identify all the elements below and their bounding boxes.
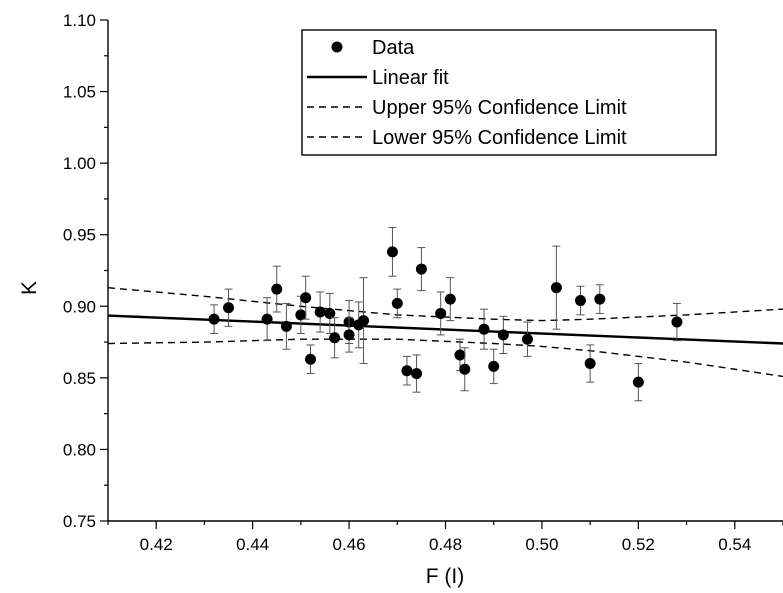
data-point (671, 302, 683, 342)
data-point (208, 304, 220, 334)
data-point (488, 348, 500, 385)
data-point (223, 288, 235, 327)
data-marker (305, 353, 316, 365)
fit-lines (108, 287, 783, 378)
data-marker (358, 315, 370, 327)
data-point (314, 291, 326, 333)
upper-95-confidence-limit-line (108, 287, 783, 322)
data-marker (208, 313, 220, 325)
data-marker (223, 302, 235, 314)
data-marker (415, 263, 427, 275)
data-point (295, 295, 307, 334)
legend-label-linear-fit: Linear fit (372, 67, 449, 89)
data-marker (632, 376, 644, 388)
x-tick-label: 0.42 (140, 535, 173, 554)
x-tick-label: 0.50 (525, 535, 558, 554)
data-point (300, 275, 312, 320)
y-tick-label: 0.85 (63, 369, 96, 388)
data-marker (401, 365, 413, 377)
data-marker (444, 293, 456, 305)
y-tick-label: 1.00 (63, 154, 96, 173)
data-point (435, 291, 447, 336)
data-point (415, 247, 427, 292)
data-point (584, 344, 596, 383)
data-point (280, 302, 292, 350)
legend-label-lower-limit: Lower 95% Confidence Limit (372, 127, 627, 149)
legend-label-upper-limit: Upper 95% Confidence Limit (372, 97, 627, 119)
x-axis-title: F (I) (426, 565, 464, 588)
legend-box (301, 29, 717, 156)
data-marker (521, 333, 533, 345)
x-tick-label: 0.44 (236, 535, 269, 554)
linear-fit-line (108, 314, 783, 345)
data-marker (550, 282, 562, 294)
data-marker (435, 307, 447, 319)
data-point (305, 344, 316, 375)
y-axis-title: K (18, 281, 41, 295)
data-marker (584, 358, 596, 370)
data-point (411, 354, 423, 393)
data-point (632, 363, 644, 402)
y-tick-label: 1.10 (63, 11, 96, 30)
data-point (550, 245, 562, 330)
data-marker (671, 316, 683, 328)
lower-95-confidence-limit-line (108, 338, 783, 378)
data-marker (497, 329, 509, 341)
data-marker (295, 309, 307, 321)
data-marker (300, 292, 312, 304)
data-marker (478, 323, 490, 335)
y-tick-label: 0.90 (63, 297, 96, 316)
data-marker (271, 283, 283, 295)
x-tick-label: 0.48 (429, 535, 462, 554)
data-points (208, 227, 683, 402)
legend-label-data: Data (372, 37, 415, 59)
data-point (358, 277, 370, 365)
x-ticks: 0.42 0.44 0.46 0.48 0.50 0.52 0.54 (107, 521, 783, 554)
data-point (478, 308, 490, 350)
data-marker (261, 313, 273, 325)
data-marker (411, 368, 423, 380)
data-marker (575, 295, 586, 307)
data-point (459, 347, 471, 392)
y-tick-label: 0.75 (63, 512, 96, 531)
x-tick-label: 0.46 (333, 535, 366, 554)
data-marker (386, 246, 398, 258)
data-point (391, 288, 403, 319)
x-tick-label: 0.52 (622, 535, 655, 554)
data-point (444, 277, 456, 322)
legend: Data Linear fit Upper 95% Confidence Lim… (301, 29, 717, 156)
data-point (261, 297, 273, 342)
data-point (329, 317, 341, 359)
data-point (497, 315, 509, 355)
data-point (386, 227, 398, 277)
data-marker (280, 320, 292, 332)
x-tick-label: 0.54 (718, 535, 751, 554)
data-marker (324, 307, 336, 319)
data-marker (329, 332, 341, 344)
data-marker (454, 349, 466, 361)
data-point (401, 355, 413, 386)
data-point (454, 338, 466, 372)
data-marker (391, 297, 403, 309)
y-tick-label: 0.95 (63, 226, 96, 245)
data-marker (594, 293, 606, 305)
data-marker (343, 329, 355, 341)
plot-area (108, 227, 783, 402)
data-point (594, 284, 606, 314)
data-marker (459, 363, 471, 375)
y-ticks: 0.75 0.80 0.85 0.90 0.95 1.00 1.05 1.10 (63, 11, 108, 531)
legend-data-marker (331, 41, 343, 53)
data-point (271, 265, 283, 313)
y-tick-label: 0.80 (63, 440, 96, 459)
data-point (343, 317, 355, 353)
data-point (521, 321, 533, 357)
y-tick-label: 1.05 (63, 83, 96, 102)
data-point (324, 292, 336, 334)
data-marker (488, 360, 500, 372)
data-marker (314, 306, 326, 318)
data-point (575, 285, 586, 316)
